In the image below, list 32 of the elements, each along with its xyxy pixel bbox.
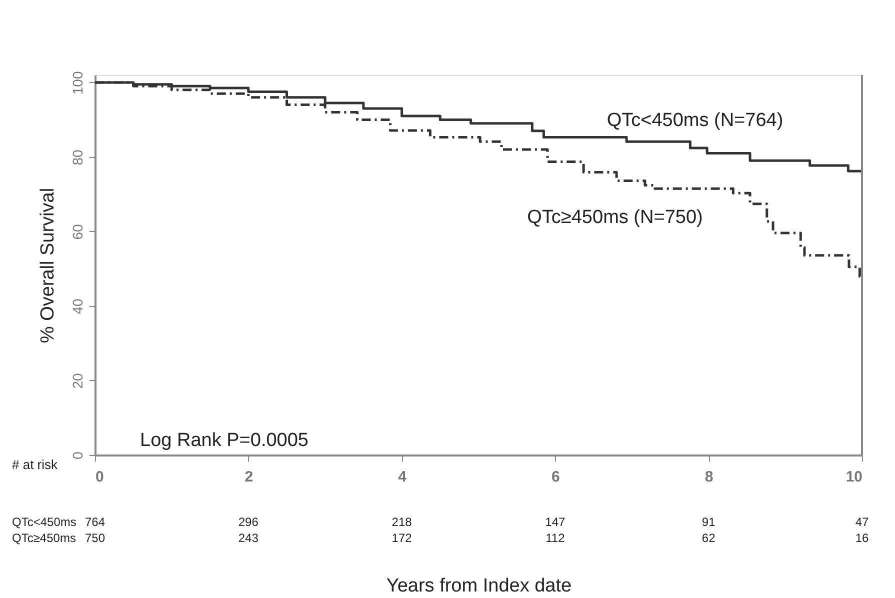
y-tick-label: 0 [70, 451, 86, 460]
text: 750 [84, 531, 106, 545]
x-tick-label: 2 [244, 468, 254, 486]
x-axis-title: Years from Index date [386, 576, 572, 596]
y-tick-label: 100 [70, 71, 86, 95]
annotation: Log Rank P=0.0005 [140, 430, 308, 451]
text: 243 [238, 531, 259, 545]
text: 91 [702, 515, 716, 529]
x-tick-label: 6 [552, 468, 560, 486]
text: 47 [855, 515, 869, 529]
text: 112 [546, 531, 566, 545]
text: 16 [855, 531, 869, 545]
y-tick-label: 20 [70, 372, 86, 389]
x-tick-label: 4 [398, 468, 408, 486]
y-axis-title: % Overall Survival [38, 188, 58, 344]
text: QTc<450ms [12, 515, 76, 529]
x-tick-label: 0 [96, 468, 104, 486]
x-tick-label: 8 [704, 468, 714, 486]
text: 147 [545, 515, 566, 529]
text: 218 [392, 515, 412, 529]
y-tick-label: 60 [70, 224, 86, 240]
x-tick-label: 10 [846, 468, 862, 486]
text: 764 [84, 515, 106, 529]
text: # at risk [12, 457, 58, 472]
y-tick-label: 40 [70, 298, 86, 314]
text: 62 [702, 531, 716, 545]
series-label: QTc<450ms (N=764) [606, 110, 784, 131]
text: QTc≥450ms [12, 531, 76, 545]
series-label: QTc≥450ms (N=750) [527, 207, 703, 228]
text: 172 [392, 531, 412, 545]
y-tick-label: 80 [70, 149, 86, 166]
text: 296 [238, 515, 259, 529]
